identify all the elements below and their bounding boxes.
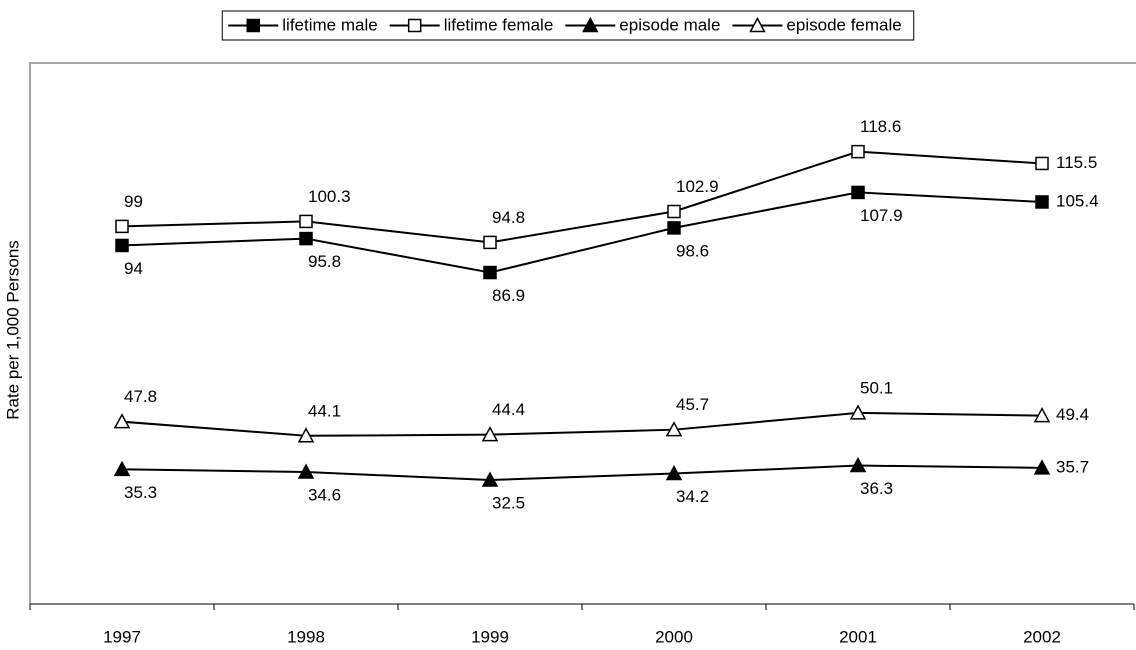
data-label: 107.9 <box>860 206 903 225</box>
x-tick-label: 1998 <box>287 627 325 646</box>
marker <box>667 221 681 235</box>
series-line <box>121 191 1043 274</box>
data-label: 36.3 <box>860 479 893 498</box>
data-label: 105.4 <box>1056 191 1099 210</box>
legend-label: lifetime male <box>282 15 377 34</box>
marker <box>113 460 131 477</box>
data-label: 94 <box>124 259 143 278</box>
data-label: 35.7 <box>1056 457 1089 476</box>
marker <box>113 413 131 429</box>
data-label: 98.6 <box>676 241 709 260</box>
series-line <box>121 464 1043 482</box>
marker <box>299 231 313 246</box>
x-tick-label: 2000 <box>655 627 693 646</box>
series-line <box>121 411 1043 437</box>
x-tick-label: 2002 <box>1023 627 1061 646</box>
data-label: 44.4 <box>492 400 525 419</box>
x-tick-label: 1997 <box>103 627 141 646</box>
marker <box>667 204 681 219</box>
data-label: 99 <box>124 192 143 211</box>
marker <box>851 144 865 159</box>
marker <box>749 16 766 33</box>
series-line <box>121 150 1043 244</box>
marker <box>1035 156 1049 171</box>
marker <box>115 219 129 234</box>
legend-label: episode female <box>786 15 901 34</box>
data-label: 47.8 <box>124 387 157 406</box>
marker <box>299 214 313 229</box>
data-label: 100.3 <box>308 187 351 206</box>
legend: lifetime male lifetime female episode male… <box>221 10 915 41</box>
data-label: 115.5 <box>1056 153 1097 172</box>
data-label: 35.3 <box>124 483 157 502</box>
marker <box>1033 406 1051 423</box>
marker <box>483 265 497 280</box>
data-label: 45.7 <box>676 395 709 414</box>
data-label: 50.1 <box>860 378 893 397</box>
data-label: 44.1 <box>308 401 341 420</box>
marker <box>246 18 261 33</box>
data-label: 102.9 <box>676 177 719 196</box>
marker <box>851 185 865 200</box>
marker <box>582 16 599 33</box>
y-axis-label: Rate per 1,000 Persons <box>3 240 22 420</box>
data-label: 34.2 <box>676 487 709 506</box>
marker <box>297 463 315 479</box>
marker <box>665 421 683 437</box>
marker <box>481 426 499 442</box>
marker <box>481 471 499 487</box>
marker <box>297 427 315 443</box>
chart-frame <box>29 62 1136 604</box>
marker <box>407 18 422 33</box>
data-label: 34.6 <box>308 486 341 505</box>
data-label: 32.5 <box>492 494 525 513</box>
data-label: 49.4 <box>1056 405 1089 424</box>
data-label: 118.6 <box>860 117 901 136</box>
data-label: 95.8 <box>308 252 341 271</box>
x-tick-label: 1999 <box>471 627 509 646</box>
marker <box>1035 195 1049 209</box>
marker <box>849 404 867 420</box>
marker <box>849 456 867 473</box>
marker <box>115 238 129 253</box>
marker <box>483 235 497 250</box>
legend-label: episode male <box>619 15 720 34</box>
x-tick-label: 2001 <box>839 627 877 646</box>
marker <box>1033 459 1051 475</box>
legend-label: lifetime female <box>444 15 554 34</box>
marker <box>665 464 683 481</box>
data-label: 94.8 <box>492 208 525 227</box>
data-label: 86.9 <box>492 286 525 305</box>
